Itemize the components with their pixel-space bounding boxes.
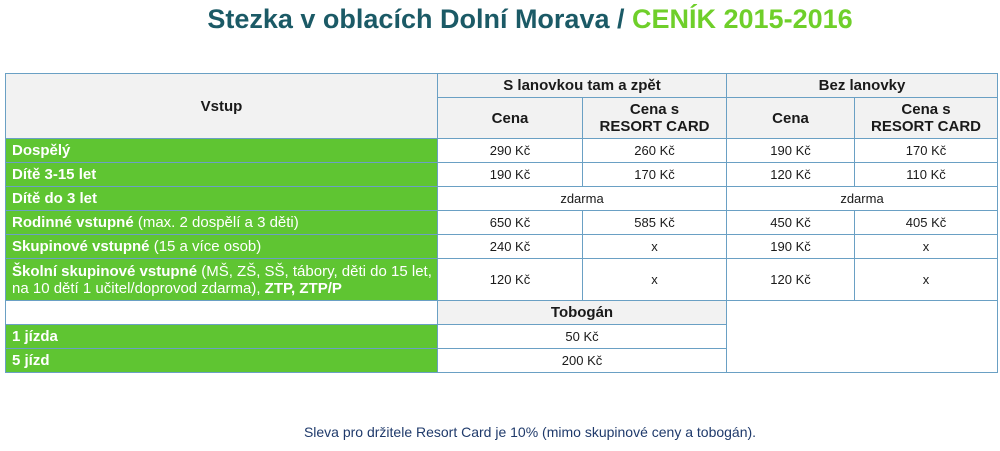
price-cell: x	[581, 234, 728, 259]
header-without-lift: Bez lanovky	[726, 73, 999, 98]
table-row: Dospělý 290 Kč 260 Kč 190 Kč 170 Kč	[5, 138, 999, 163]
resort-line2: RESORT CARD	[599, 118, 710, 135]
price-cell: 290 Kč	[437, 138, 583, 163]
table-row: Dítě do 3 let zdarma zdarma	[5, 186, 999, 211]
price-cell: 585 Kč	[581, 210, 728, 235]
price-table: Vstup S lanovkou tam a zpět Bez lanovky …	[5, 73, 999, 373]
table-row: Rodinné vstupné (max. 2 dospělí a 3 děti…	[5, 210, 999, 235]
price-cell: 50 Kč	[436, 324, 728, 349]
price-cell: 190 Kč	[437, 162, 583, 187]
table-row: 1 jízda 50 Kč	[5, 324, 998, 349]
price-cell: x	[854, 258, 999, 301]
price-cell: 200 Kč	[436, 348, 728, 373]
row-label: Dítě do 3 let	[5, 186, 438, 211]
table-subheader-row: Cena Cena s RESORT CARD Cena Cena s RESORT…	[6, 97, 999, 139]
tobogan-header-row: Tobogán	[5, 300, 999, 373]
price-cell: 120 Kč	[437, 258, 583, 301]
title-main: Stezka v oblacích Dolní Morava /	[207, 4, 632, 34]
price-cell: 120 Kč	[726, 258, 856, 301]
header-resort-without-lift: Cena s RESORT CARD	[854, 97, 999, 139]
empty-cell	[726, 300, 999, 373]
price-cell: 450 Kč	[726, 210, 856, 235]
price-cell: x	[854, 234, 999, 259]
title-pricelist: CENÍK 2015-2016	[632, 4, 853, 34]
price-cell: 650 Kč	[437, 210, 583, 235]
free-cell: zdarma	[436, 186, 728, 211]
empty-cell	[5, 300, 438, 325]
discount-note: Sleva pro držitele Resort Card je 10% (m…	[303, 424, 757, 440]
resort-line1: Cena s	[629, 101, 680, 118]
page-title: Stezka v oblacích Dolní Morava / CENÍK 2…	[0, 4, 1000, 35]
row-label: Rodinné vstupné (max. 2 dospělí a 3 děti…	[5, 210, 438, 235]
price-cell: 190 Kč	[726, 234, 856, 259]
row-label: Skupinové vstupné (15 a více osob)	[5, 234, 438, 259]
price-cell: 405 Kč	[854, 210, 999, 235]
price-cell: 240 Kč	[437, 234, 583, 259]
price-cell: 260 Kč	[581, 138, 728, 163]
header-tobogan: Tobogán	[436, 300, 728, 325]
row-label: 1 jízda	[5, 324, 438, 349]
row-label: 5 jízd	[5, 348, 438, 373]
row-label: Dospělý	[5, 138, 438, 163]
price-cell: 120 Kč	[726, 162, 856, 187]
header-cena-with-lift: Cena	[437, 97, 583, 139]
header-cena-without-lift: Cena	[726, 97, 856, 139]
price-cell: 190 Kč	[726, 138, 856, 163]
header-with-lift: S lanovkou tam a zpět	[436, 73, 728, 98]
price-cell: 170 Kč	[581, 162, 728, 187]
header-resort-with-lift: Cena s RESORT CARD	[581, 97, 728, 139]
row-label: Dítě 3-15 let	[5, 162, 438, 187]
resort-line2: RESORT CARD	[871, 118, 982, 135]
row-label: Školní skupinové vstupné (MŠ, ZŠ, SŠ, tá…	[5, 258, 438, 301]
resort-line1: Cena s	[901, 101, 951, 118]
header-vstup: Vstup	[5, 73, 438, 139]
table-row: Dítě 3-15 let 190 Kč 170 Kč 120 Kč 110 K…	[5, 162, 999, 187]
price-cell: 110 Kč	[854, 162, 999, 187]
table-row: 5 jízd 200 Kč	[5, 348, 998, 373]
table-row: Školní skupinové vstupné (MŠ, ZŠ, SŠ, tá…	[5, 258, 999, 301]
table-row: Skupinové vstupné (15 a více osob) 240 K…	[5, 234, 999, 259]
price-cell: x	[581, 258, 728, 301]
table-header-row: Vstup S lanovkou tam a zpět Bez lanovky	[5, 73, 999, 139]
free-cell: zdarma	[726, 186, 999, 211]
price-cell: 170 Kč	[854, 138, 999, 163]
